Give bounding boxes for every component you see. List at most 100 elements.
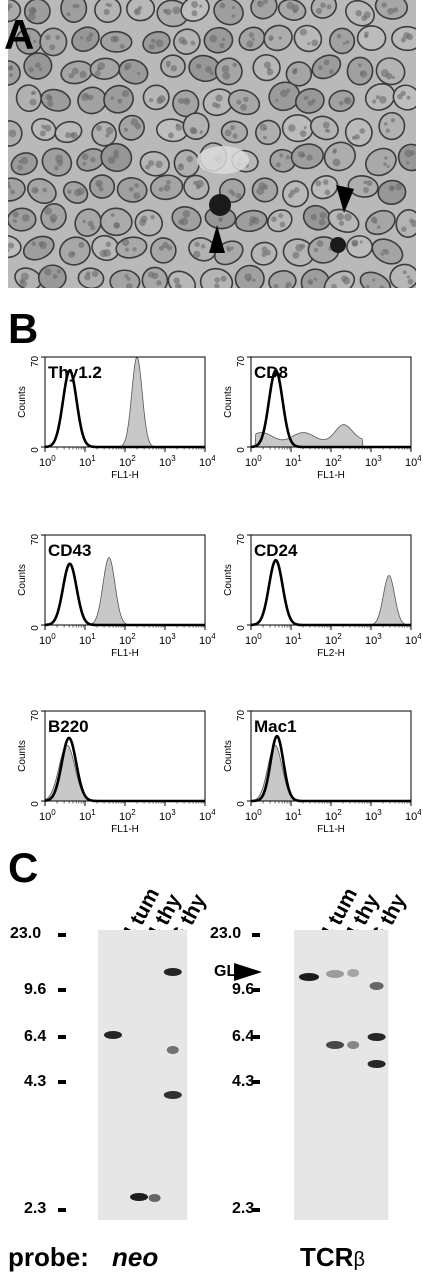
chromatin-spot: [38, 67, 43, 72]
chromatin-spot: [240, 104, 247, 111]
blot-band: [369, 982, 384, 990]
chromatin-spot: [232, 133, 238, 139]
chromatin-spot: [386, 164, 390, 169]
x-tick-label: 101: [79, 632, 96, 647]
chromatin-spot: [79, 70, 87, 79]
stained-histogram: [250, 744, 411, 802]
chromatin-spot: [68, 72, 75, 79]
chromatin-spot: [380, 252, 384, 256]
chromatin-spot: [45, 34, 51, 41]
chromatin-spot: [370, 216, 377, 223]
chromatin-spot: [246, 40, 254, 48]
chromatin-spot: [343, 96, 352, 105]
probe-label: probe:: [8, 1242, 89, 1272]
size-marker-23: 23.0: [10, 925, 42, 942]
chromatin-spot: [133, 8, 142, 16]
blot-band: [367, 1060, 386, 1068]
chromatin-spot: [124, 274, 129, 278]
x-axis-label: FL1-H: [317, 824, 345, 835]
chromatin-spot: [117, 98, 123, 104]
chromatin-spot: [38, 241, 44, 247]
cell-nucleus: [251, 177, 279, 203]
chromatin-spot: [110, 213, 115, 218]
chromatin-spot: [400, 37, 406, 43]
chromatin-spot: [285, 281, 292, 288]
chromatin-spot: [105, 133, 110, 138]
chromatin-spot: [12, 218, 17, 224]
x-axis-label: FL1-H: [111, 824, 139, 835]
blot-band: [347, 1041, 360, 1049]
chromatin-spot: [56, 159, 64, 167]
size-marker-tick: [252, 988, 260, 992]
chromatin-spot: [90, 225, 96, 231]
x-tick-label: 100: [245, 808, 262, 823]
chromatin-spot: [318, 218, 326, 226]
x-tick-label: 103: [365, 632, 382, 647]
chromatin-spot: [264, 127, 268, 131]
chromatin-spot: [30, 7, 37, 14]
size-marker-tick: [252, 1035, 260, 1039]
size-marker-6-4: 6.4: [232, 1028, 255, 1045]
x-tick-label: 102: [119, 632, 136, 647]
cleared-area: [197, 146, 249, 174]
chromatin-spot: [278, 213, 284, 219]
chromatin-spot: [248, 32, 255, 38]
y-axis-label: Counts: [17, 386, 28, 418]
chromatin-spot: [47, 95, 53, 101]
histogram-cd43: 100 101 102 103 104 0 70 Counts FL1-H CD43: [5, 527, 216, 677]
marker-label: Mac1: [254, 717, 297, 736]
chromatin-spot: [119, 43, 125, 49]
x-axis-label: FL1-H: [111, 470, 139, 481]
y-tick-label: 0: [30, 447, 41, 453]
chromatin-spot: [219, 42, 225, 49]
x-tick-label: 101: [79, 808, 96, 823]
chromatin-spot: [55, 35, 61, 40]
x-tick-label: 103: [365, 454, 382, 469]
y-tick-label: 0: [30, 625, 41, 631]
chromatin-spot: [107, 3, 112, 8]
chromatin-spot: [362, 187, 369, 194]
micrograph-image: [0, 0, 423, 298]
x-tick-label: 102: [325, 454, 342, 469]
chromatin-spot: [103, 8, 110, 16]
chromatin-spot: [179, 163, 183, 167]
chromatin-spot: [173, 277, 180, 285]
x-tick-label: 101: [285, 808, 302, 823]
chromatin-spot: [256, 187, 265, 195]
chromatin-spot: [359, 240, 363, 244]
chromatin-spot: [219, 2, 226, 9]
chromatin-spot: [88, 32, 94, 38]
chromatin-spot: [390, 118, 396, 123]
chromatin-spot: [195, 63, 202, 69]
chromatin-spot: [6, 248, 10, 252]
chromatin-spot: [178, 36, 186, 44]
chromatin-spot: [97, 62, 106, 70]
chromatin-spot: [372, 278, 376, 282]
chromatin-spot: [366, 180, 373, 187]
chromatin-spot: [275, 162, 281, 168]
chromatin-spot: [342, 41, 346, 46]
chromatin-spot: [359, 128, 366, 134]
chromatin-spot: [376, 225, 381, 230]
chromatin-spot: [286, 1, 294, 10]
chromatin-spot: [288, 124, 296, 132]
chromatin-spot: [194, 241, 200, 248]
x-axis-label: FL2-H: [317, 648, 345, 659]
chromatin-spot: [17, 164, 23, 171]
cell-nucleus: [99, 207, 133, 237]
chromatin-spot: [132, 247, 137, 252]
chromatin-spot: [155, 160, 163, 169]
chromatin-spot: [380, 69, 389, 77]
probe-tcrb-main: TCR: [300, 1242, 354, 1272]
chromatin-spot: [81, 93, 89, 101]
chromatin-spot: [273, 283, 279, 290]
y-tick-label: 0: [236, 801, 247, 807]
chromatin-spot: [151, 38, 156, 44]
chromatin-spot: [28, 67, 34, 73]
chromatin-spot: [41, 124, 46, 129]
chromatin-spot: [42, 187, 48, 193]
chromatin-spot: [307, 42, 311, 46]
chromatin-spot: [199, 130, 204, 134]
chromatin-spot: [87, 220, 94, 227]
